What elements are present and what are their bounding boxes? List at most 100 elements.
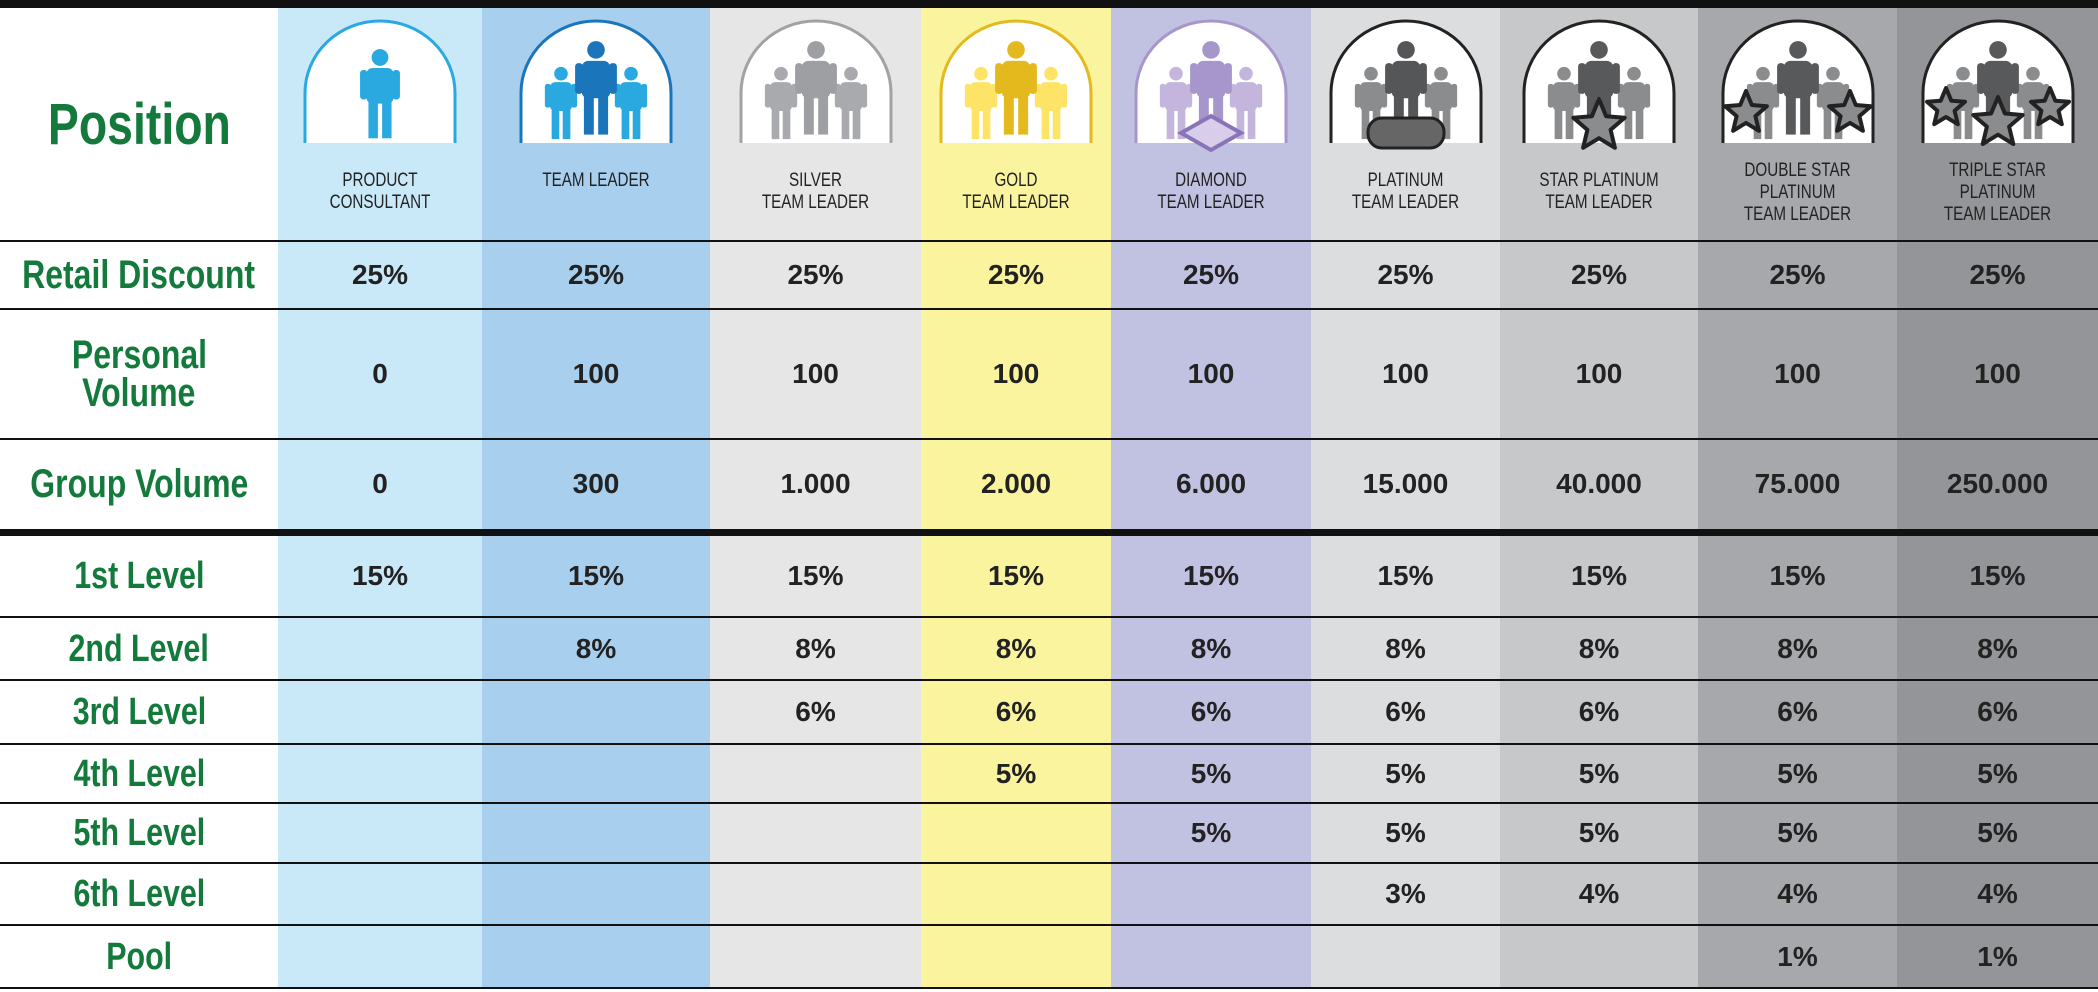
label-line: 6th Level: [73, 875, 205, 913]
cell-value: 5%: [1897, 803, 2098, 863]
level-icon: [736, 18, 896, 158]
cell-value: 8%: [1311, 617, 1500, 680]
cell-value: 15%: [1311, 535, 1500, 617]
cell-value: 15%: [1500, 535, 1698, 617]
cell-value: 0: [278, 309, 482, 439]
cell-value: 1%: [1698, 925, 1897, 988]
level-icon: [1718, 18, 1878, 158]
cell-value: 15%: [1698, 535, 1897, 617]
name-line: CONSULTANT: [298, 192, 461, 214]
name-line: DIAMOND: [1131, 170, 1291, 192]
row-label: 6th Level: [0, 863, 278, 925]
cell-value: 5%: [1698, 744, 1897, 803]
name-line: PLATINUM: [1917, 182, 2078, 204]
cell-value: 4%: [1897, 863, 2098, 925]
name-line: PRODUCT: [298, 170, 461, 192]
cell-value: 0: [278, 439, 482, 529]
name-line: TRIPLE STAR: [1917, 160, 2078, 182]
level-icon: [1519, 18, 1679, 158]
cell-value: 5%: [921, 744, 1111, 803]
label-line: 1st Level: [74, 557, 204, 595]
row-label: Group Volume: [0, 439, 278, 529]
cell-value: 8%: [1500, 617, 1698, 680]
label-line: Pool: [106, 938, 172, 976]
compensation-table: Position PRODUCTCONSULTANT TEAM LEADER S…: [0, 0, 2098, 992]
name-line: TEAM LEADER: [1330, 192, 1481, 214]
cell-value: 100: [1111, 309, 1311, 439]
cell-value: 300: [482, 439, 710, 529]
cell-value: 8%: [921, 617, 1111, 680]
cell-value: 5%: [1500, 803, 1698, 863]
cell-value: 5%: [1897, 744, 2098, 803]
cell-value: 6.000: [1111, 439, 1311, 529]
name-line: TEAM LEADER: [731, 192, 900, 214]
cell-value: 5%: [1698, 803, 1897, 863]
cell-value: 6%: [1111, 680, 1311, 744]
name-line: SILVER: [731, 170, 900, 192]
cell-value: 5%: [1111, 744, 1311, 803]
cell-value: 25%: [1897, 241, 2098, 309]
position-name: TEAM LEADER: [482, 170, 710, 192]
level-icon: [300, 18, 460, 158]
cell-value: 5%: [1500, 744, 1698, 803]
cell-value: 25%: [1311, 241, 1500, 309]
cell-value: 15%: [482, 535, 710, 617]
cell-value: 5%: [1111, 803, 1311, 863]
cell-value: 3%: [1311, 863, 1500, 925]
cell-value: 100: [482, 309, 710, 439]
label-line: Volume: [82, 374, 195, 412]
cell-value: 6%: [1311, 680, 1500, 744]
label-line: Retail Discount: [23, 256, 256, 294]
position-name: PRODUCTCONSULTANT: [278, 170, 482, 214]
cell-value: 100: [921, 309, 1111, 439]
label-line: Personal: [71, 336, 206, 374]
position-name: TRIPLE STARPLATINUMTEAM LEADER: [1897, 160, 2098, 226]
cell-value: 6%: [1698, 680, 1897, 744]
cell-value: 40.000: [1500, 439, 1698, 529]
cell-value: 25%: [1111, 241, 1311, 309]
cell-value: 8%: [1897, 617, 2098, 680]
title-text: Position: [47, 106, 230, 144]
level-icon: [1918, 18, 2078, 158]
row-label: 4th Level: [0, 744, 278, 803]
label-line: 4th Level: [73, 755, 205, 793]
row-label: Pool: [0, 925, 278, 988]
cell-value: 4%: [1500, 863, 1698, 925]
level-icon: [516, 18, 676, 158]
name-line: PLATINUM: [1330, 170, 1481, 192]
cell-value: 100: [1500, 309, 1698, 439]
cell-value: 6%: [1897, 680, 2098, 744]
label-line: 3rd Level: [72, 693, 206, 731]
cell-value: 4%: [1698, 863, 1897, 925]
cell-value: 100: [1311, 309, 1500, 439]
name-line: TEAM LEADER: [1520, 192, 1678, 214]
label-line: 5th Level: [73, 814, 205, 852]
row-label: 5th Level: [0, 803, 278, 863]
cell-value: 6%: [921, 680, 1111, 744]
row-label: 3rd Level: [0, 680, 278, 744]
name-line: TEAM LEADER: [1131, 192, 1291, 214]
name-line: TEAM LEADER: [505, 170, 687, 192]
cell-value: 25%: [1698, 241, 1897, 309]
cell-value: 8%: [710, 617, 921, 680]
cell-value: 25%: [1500, 241, 1698, 309]
level-icon: [936, 18, 1096, 158]
row-label: Retail Discount: [0, 241, 278, 309]
cell-value: 15%: [1111, 535, 1311, 617]
name-line: PLATINUM: [1718, 182, 1877, 204]
name-line: TEAM LEADER: [1917, 204, 2078, 226]
cell-value: 100: [1897, 309, 2098, 439]
name-line: TEAM LEADER: [940, 192, 1092, 214]
cell-value: 5%: [1311, 803, 1500, 863]
cell-value: 100: [710, 309, 921, 439]
level-icon: [1326, 18, 1486, 158]
cell-value: 25%: [278, 241, 482, 309]
position-name: STAR PLATINUMTEAM LEADER: [1500, 170, 1698, 214]
cell-value: 25%: [482, 241, 710, 309]
name-line: DOUBLE STAR: [1718, 160, 1877, 182]
cell-value: 15%: [278, 535, 482, 617]
